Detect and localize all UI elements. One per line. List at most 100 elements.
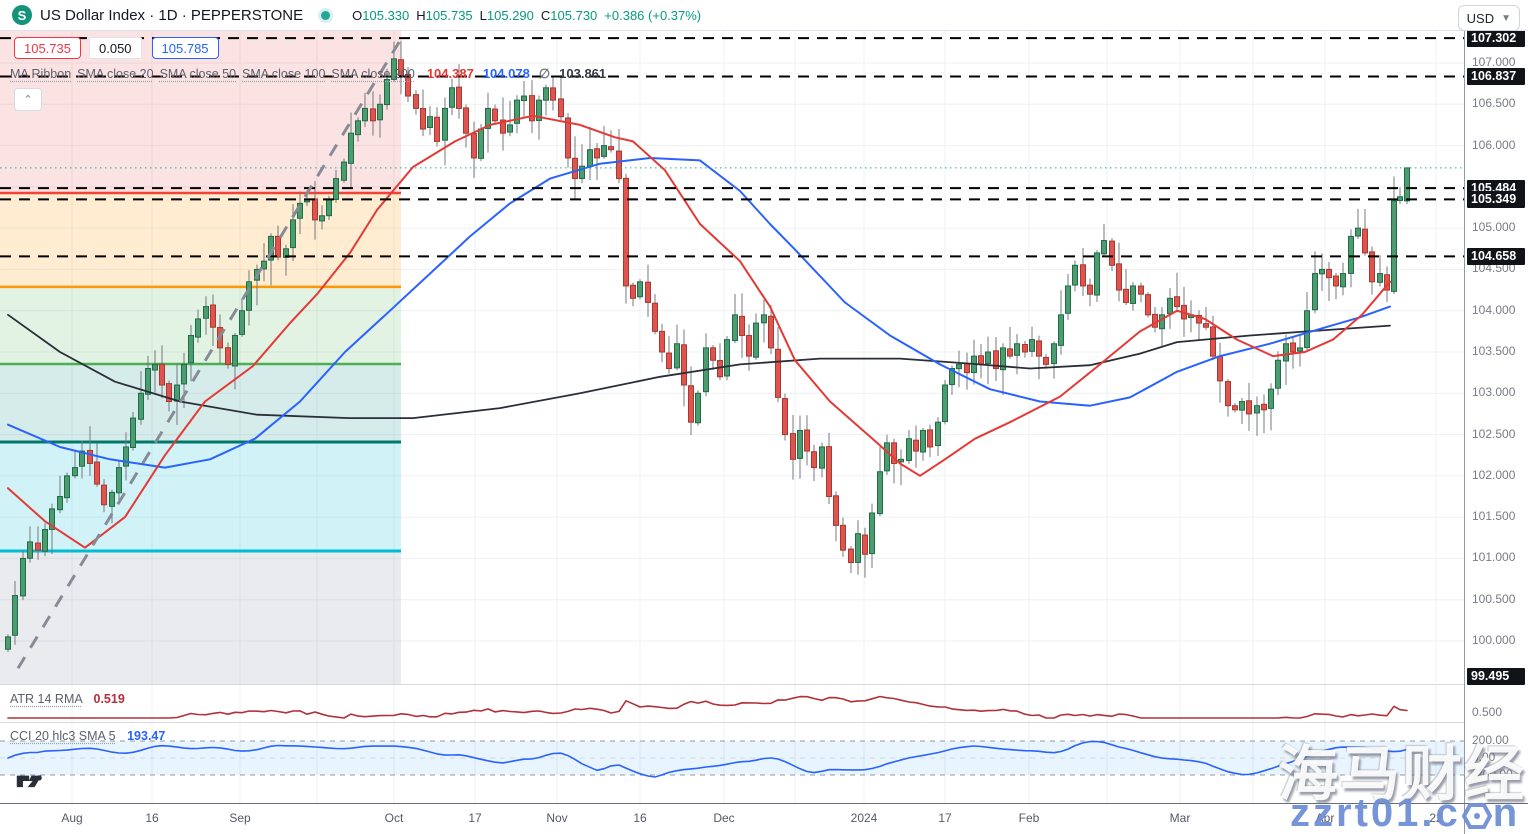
candle-body <box>898 458 904 463</box>
legend-collapse-button[interactable]: ⌃ <box>14 88 42 111</box>
candle-body <box>1152 313 1158 328</box>
candle-body <box>1232 405 1238 411</box>
price-level-label[interactable]: 104.658 <box>1467 248 1525 266</box>
market-status-icon[interactable] <box>321 10 331 20</box>
candle-body <box>978 355 984 365</box>
atr-pane[interactable] <box>0 685 1464 722</box>
indicator-title[interactable]: MA Ribbon <box>10 67 72 81</box>
candle-body <box>130 417 136 449</box>
atr-axis-tick: 0.500 <box>1472 705 1503 719</box>
ma-param-50: SMA close 50 <box>159 67 237 81</box>
candle-body <box>1196 314 1202 324</box>
candle-body <box>935 421 941 446</box>
price-box-red[interactable]: 105.735 <box>14 37 81 59</box>
price-box-spread[interactable]: 0.050 <box>89 37 142 59</box>
candle-body <box>869 512 875 555</box>
sma-200-line <box>7 313 1391 419</box>
candle-body <box>145 368 151 395</box>
candle-body <box>637 281 643 298</box>
candle-body <box>840 524 846 551</box>
candle-body <box>101 484 107 506</box>
candle-body <box>159 363 165 386</box>
symbol-logo-icon[interactable]: S <box>12 5 32 25</box>
candle-body <box>362 107 368 122</box>
candle-body <box>572 157 578 180</box>
atr-title[interactable]: ATR 14 RMA <box>10 692 83 706</box>
candle-body <box>608 146 614 151</box>
pane-separator[interactable] <box>0 684 1464 685</box>
candle-body <box>884 442 890 472</box>
ma-param-200: SMA close 200 <box>331 67 415 81</box>
candle-body <box>949 368 955 386</box>
candle-body <box>72 467 78 477</box>
time-axis-tick: Aug <box>61 811 83 825</box>
price-box-blue[interactable]: 105.785 <box>151 37 219 59</box>
candle-body <box>109 491 115 507</box>
tradingview-logo-icon[interactable] <box>16 772 50 790</box>
candle-body <box>659 330 665 353</box>
price-level-label[interactable]: 99.495 <box>1467 668 1525 685</box>
candle-body <box>355 120 361 136</box>
cci-pane[interactable] <box>0 723 1464 803</box>
zone-band <box>0 363 401 442</box>
candle-body <box>492 108 498 122</box>
candle-body <box>326 198 332 217</box>
candle-body <box>478 128 484 159</box>
price-axis-tick: 103.000 <box>1472 385 1516 400</box>
candle-body <box>1174 296 1180 308</box>
candle-body <box>855 533 861 563</box>
zone-band <box>0 550 401 684</box>
open-label: O <box>352 7 363 23</box>
candle-body <box>674 343 680 369</box>
candle-body <box>826 446 832 497</box>
top-toolbar: S US Dollar Index · 1D · PEPPERSTONE O10… <box>0 0 1528 31</box>
candle-body <box>913 439 919 452</box>
candle-body <box>891 442 897 464</box>
price-axis-tick: 100.500 <box>1472 591 1516 606</box>
candle-body <box>1319 268 1325 275</box>
candle-body <box>666 352 672 370</box>
high-value: 105.735 <box>425 7 473 23</box>
candle-body <box>261 260 267 270</box>
candle-body <box>1333 275 1339 287</box>
candle-body <box>1304 310 1310 348</box>
candle-body <box>370 108 376 122</box>
candle-body <box>1239 401 1245 411</box>
cci-legend[interactable]: CCI 20 hlc3 SMA 5 193.47 <box>10 729 165 743</box>
candle-body <box>811 451 817 469</box>
candle-body <box>543 87 549 101</box>
cci-value: 193.47 <box>127 729 166 743</box>
candle-body <box>319 215 325 222</box>
candle-body <box>927 429 933 448</box>
candle-body <box>384 79 390 106</box>
ohlc-readout: O105.330 H105.735 L105.290 C105.730 +0.386 (… <box>352 8 708 23</box>
atr-legend[interactable]: ATR 14 RMA 0.519 <box>10 692 125 706</box>
candle-body <box>1404 167 1410 202</box>
price-level-label[interactable]: 107.302 <box>1467 30 1525 48</box>
ma-ribbon-legend[interactable]: MA Ribbon SMA close 20 SMA close 50 SMA clo… <box>10 66 615 82</box>
candle-body <box>964 363 970 374</box>
time-axis-tick: Dec <box>713 811 735 825</box>
price-level-label[interactable]: 106.837 <box>1467 68 1525 86</box>
candle-body <box>1326 268 1332 279</box>
atr-line <box>7 695 1408 719</box>
price-axis[interactable]: 107.000 106.500 106.000 105.000 104.500 104.0… <box>1464 30 1528 834</box>
time-axis-tick: Mar <box>1169 811 1191 825</box>
zone-band <box>0 192 401 287</box>
time-axis[interactable]: Aug 16 Sep Oct 17 Nov 16 Dec 2024 17 Feb Mar Apr 22 <box>0 804 1464 834</box>
candle-body <box>1362 228 1368 254</box>
price-axis-tick: 106.500 <box>1472 96 1516 111</box>
currency-dropdown[interactable]: USD ▼ <box>1457 5 1520 31</box>
symbol-title[interactable]: US Dollar Index · 1D · PEPPERSTONE <box>40 6 304 24</box>
price-level-label[interactable]: 105.349 <box>1467 191 1525 209</box>
cci-title[interactable]: CCI 20 hlc3 SMA 5 <box>10 729 116 743</box>
main-price-pane[interactable] <box>0 30 1464 684</box>
candle-body <box>485 107 491 129</box>
candle-body <box>1087 284 1093 295</box>
chevron-up-icon: ⌃ <box>23 94 33 106</box>
price-axis-tick: 105.000 <box>1472 220 1516 235</box>
pane-separator[interactable] <box>0 722 1464 723</box>
candle-body <box>427 116 433 128</box>
candle-body <box>862 534 868 555</box>
